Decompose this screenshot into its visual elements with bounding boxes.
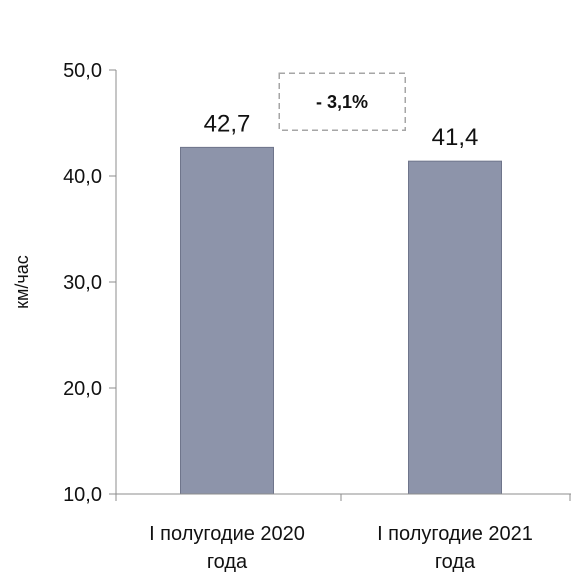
y-axis-label: км/час [12,255,32,309]
y-tick-label-4: 50,0 [63,60,102,82]
x-category-label-2-line-2: года [435,551,476,573]
y-tick-label-2: 30,0 [63,272,102,294]
x-category-label-1-line-1: I полугодие 2020 [149,523,305,545]
bar-2 [408,160,502,495]
annotation-layer: - 3,1% [278,72,406,131]
y-tick-label-1: 20,0 [63,378,102,400]
axes-layer [109,69,571,501]
change-annotation-prefix: - [316,92,327,112]
change-annotation-text: - 3,1% [316,92,368,112]
bars-layer [180,146,502,495]
y-tick-label-3: 40,0 [63,166,102,188]
labels-layer: 42,7 41,4 10,0 20,0 30,0 40,0 50,0 I полугодие … [12,60,533,573]
x-category-label-2-line-1: I полугодие 2021 [377,523,533,545]
change-annotation-box [278,72,406,131]
bar-1 [180,146,274,495]
bar-value-label-1: 42,7 [204,110,251,137]
change-annotation-value: 3,1% [327,92,368,112]
bar-value-label-2: 41,4 [432,124,479,151]
y-tick-label-0: 10,0 [63,484,102,506]
x-category-label-1-line-2: года [207,551,248,573]
